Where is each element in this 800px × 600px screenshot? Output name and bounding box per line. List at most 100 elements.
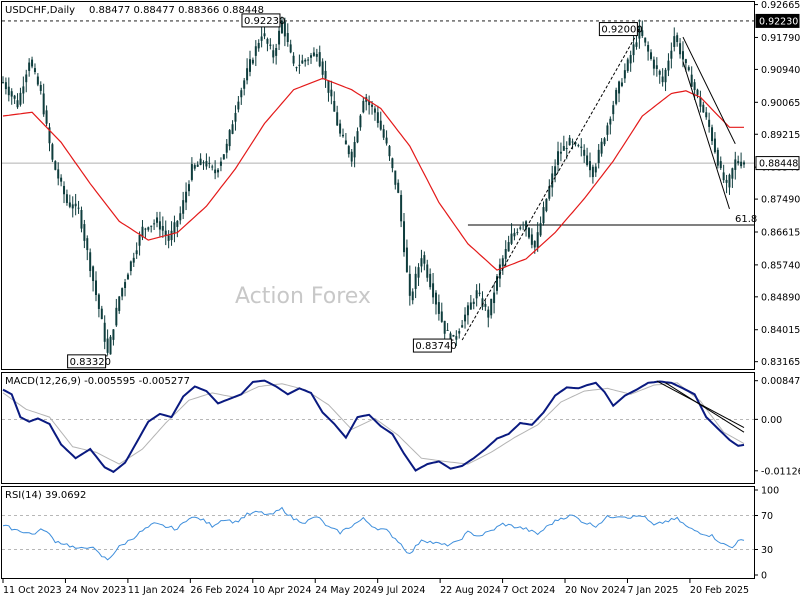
candle-body bbox=[219, 161, 222, 166]
candle-body bbox=[504, 248, 507, 259]
candle-body bbox=[350, 151, 353, 162]
candle-body bbox=[97, 294, 100, 309]
candle-body bbox=[708, 119, 711, 127]
macd-title: MACD(12,26,9) -0.005595 -0.005277 bbox=[5, 376, 190, 387]
candle-body bbox=[315, 53, 318, 57]
candle-body bbox=[490, 298, 493, 316]
candle-body bbox=[187, 184, 190, 192]
candle-body bbox=[368, 100, 371, 106]
candle-body bbox=[417, 267, 420, 278]
candle-body bbox=[269, 44, 272, 46]
date-tick-label: 9 Jul 2024 bbox=[378, 585, 426, 596]
candle-body bbox=[597, 149, 600, 164]
price-panel-frame bbox=[1, 1, 755, 370]
price-tick-label: 0.83165 bbox=[761, 357, 800, 368]
candle-body bbox=[716, 149, 719, 166]
candle-body bbox=[179, 213, 182, 221]
candle-body bbox=[533, 241, 536, 248]
candle-body bbox=[443, 320, 446, 334]
candle-body bbox=[141, 226, 144, 238]
candle-body bbox=[609, 118, 612, 125]
macd-panel-frame bbox=[1, 372, 755, 484]
candle-body bbox=[507, 242, 510, 252]
candle-body bbox=[423, 255, 426, 264]
price-tick-label: 0.85740 bbox=[761, 260, 800, 271]
candle-body bbox=[429, 273, 432, 288]
candle-body bbox=[461, 325, 464, 328]
candle-body bbox=[324, 70, 327, 79]
candle-body bbox=[743, 162, 745, 165]
candle-body bbox=[115, 307, 118, 326]
date-tick-label: 11 Jan 2024 bbox=[128, 585, 185, 596]
rsi-tick-label: 30 bbox=[761, 545, 773, 556]
candle-body bbox=[156, 217, 159, 223]
candle-body bbox=[722, 172, 725, 181]
rsi-tick-label: 100 bbox=[761, 486, 779, 497]
candle-body bbox=[719, 161, 722, 169]
candle-body bbox=[249, 59, 251, 72]
candle-body bbox=[211, 166, 214, 168]
price-tag-box bbox=[755, 13, 800, 28]
candle-body bbox=[80, 209, 83, 229]
candle-body bbox=[283, 21, 286, 37]
candle-body bbox=[112, 329, 115, 340]
candle-body bbox=[231, 124, 234, 134]
candle-body bbox=[452, 335, 455, 337]
rsi-line bbox=[2, 506, 745, 561]
candle-body bbox=[321, 61, 324, 75]
dashed-trendline bbox=[461, 29, 640, 341]
candle-body bbox=[280, 20, 283, 34]
candle-body bbox=[664, 69, 667, 83]
candle-body bbox=[455, 336, 458, 340]
candle-body bbox=[167, 235, 170, 241]
candle-body bbox=[652, 59, 655, 69]
candle-body bbox=[554, 166, 557, 177]
price-tick-label: 0.91790 bbox=[761, 33, 800, 44]
candle-body bbox=[330, 89, 333, 97]
candle-body bbox=[356, 131, 359, 143]
candle-body bbox=[359, 115, 362, 128]
header-symbol: USDCHF,Daily bbox=[5, 5, 75, 16]
candle-body bbox=[19, 92, 22, 105]
date-tick-label: 22 Aug 2024 bbox=[440, 585, 501, 596]
candle-body bbox=[150, 225, 153, 227]
candle-body bbox=[449, 333, 452, 342]
annotation-box bbox=[598, 22, 638, 37]
candle-body bbox=[469, 302, 472, 310]
price-tick-label: 0.87490 bbox=[761, 195, 800, 206]
annotation-box bbox=[241, 13, 281, 28]
candle-body bbox=[13, 95, 16, 99]
candle-body bbox=[376, 112, 379, 124]
date-tick-label: 20 Feb 2025 bbox=[690, 585, 749, 596]
date-tick-label: 26 Feb 2024 bbox=[190, 585, 249, 596]
candle-body bbox=[10, 91, 13, 97]
candle-body bbox=[272, 50, 275, 58]
candle-body bbox=[612, 105, 615, 115]
candle-body bbox=[286, 33, 289, 43]
candle-body bbox=[728, 174, 731, 188]
candle-body bbox=[182, 200, 185, 214]
candle-body bbox=[246, 68, 249, 81]
candle-body bbox=[94, 280, 97, 295]
candle-body bbox=[385, 137, 388, 144]
candle-body bbox=[498, 264, 501, 279]
candle-body bbox=[464, 314, 467, 322]
candle-body bbox=[496, 276, 498, 291]
candle-body bbox=[4, 82, 7, 90]
candle-body bbox=[205, 161, 208, 167]
candle-body bbox=[126, 274, 129, 280]
candle-body bbox=[557, 151, 560, 165]
candle-body bbox=[214, 169, 217, 174]
candle-body bbox=[254, 46, 257, 56]
candle-body bbox=[266, 38, 269, 44]
candle-body bbox=[725, 179, 728, 183]
candle-body bbox=[635, 42, 638, 47]
candle-body bbox=[475, 290, 478, 299]
candle-body bbox=[696, 89, 699, 95]
candle-body bbox=[278, 30, 281, 45]
date-tick-label: 20 Nov 2024 bbox=[565, 585, 626, 596]
candle-body bbox=[667, 60, 670, 71]
candle-body bbox=[161, 225, 164, 231]
